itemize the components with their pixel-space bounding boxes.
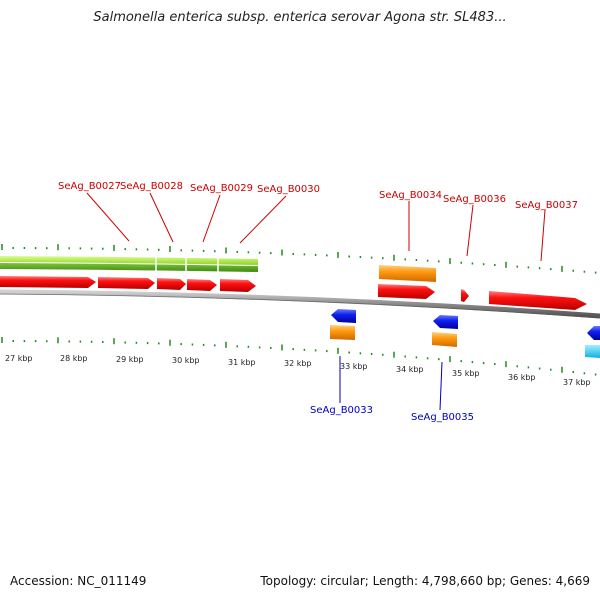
- gene-arrow-b0036: [461, 289, 469, 302]
- scale-label-30: 30 kbp: [172, 356, 200, 365]
- gene-arrow-b0029-b: [187, 279, 217, 291]
- scale-label-34: 34 kbp: [396, 365, 424, 374]
- gene-arrow-edge: [587, 326, 600, 340]
- lower-tick-marks: [1, 337, 597, 376]
- gene-arrow-b0037: [489, 291, 587, 310]
- genome-backbone: [0, 289, 600, 319]
- upper-tick-marks: [1, 244, 597, 274]
- genome-summary: Topology: circular; Length: 4,798,660 bp…: [260, 574, 590, 588]
- reverse-gene-arrows: [331, 309, 600, 340]
- cyan-feature: [585, 345, 600, 358]
- green-coverage-track: [0, 255, 258, 274]
- scale-label-28: 28 kbp: [60, 354, 88, 363]
- scale-label-29: 29 kbp: [116, 355, 144, 364]
- gene-arrow-b0034: [378, 284, 435, 299]
- gene-label-b0037[interactable]: SeAg_B0037: [515, 200, 578, 211]
- gene-callout-lines-lower: [339, 356, 443, 411]
- gene-label-b0029[interactable]: SeAg_B0029: [190, 183, 253, 194]
- scale-label-27: 27 kbp: [5, 354, 33, 363]
- gene-label-b0030[interactable]: SeAg_B0030: [257, 184, 320, 195]
- scale-labels: 27 kbp 28 kbp 29 kbp 30 kbp 31 kbp 32 kb…: [5, 354, 591, 387]
- forward-gene-arrows: [0, 276, 587, 310]
- gene-label-b0033[interactable]: SeAg_B0033: [310, 405, 373, 416]
- scale-label-36: 36 kbp: [508, 373, 536, 382]
- scale-label-32: 32 kbp: [284, 359, 312, 368]
- gene-arrow-b0035: [433, 315, 458, 329]
- gene-label-b0028[interactable]: SeAg_B0028: [120, 181, 183, 192]
- gene-arrow-b0029-a: [157, 278, 186, 290]
- gene-label-b0027[interactable]: SeAg_B0027: [58, 181, 121, 192]
- gene-label-b0034[interactable]: SeAg_B0034: [379, 190, 442, 201]
- scale-label-33: 33 kbp: [340, 362, 368, 371]
- accession-label: Accession: NC_011149: [10, 574, 147, 588]
- scale-label-37: 37 kbp: [563, 378, 591, 387]
- scale-label-31: 31 kbp: [228, 358, 256, 367]
- scale-label-35: 35 kbp: [452, 369, 480, 378]
- gene-label-b0035[interactable]: SeAg_B0035: [411, 412, 474, 423]
- gene-arrow-b0027-region: [0, 276, 96, 288]
- gene-label-b0036[interactable]: SeAg_B0036: [443, 194, 506, 205]
- gene-callout-lines: [86, 192, 546, 262]
- gene-arrow-b0030: [220, 279, 256, 292]
- genome-title: Salmonella enterica subsp. enterica sero…: [93, 10, 507, 25]
- upper-gene-labels: SeAg_B0027 SeAg_B0028 SeAg_B0029 SeAg_B0…: [58, 181, 578, 211]
- lower-gene-labels: SeAg_B0033 SeAg_B0035: [310, 405, 474, 423]
- gene-arrow-b0033: [331, 309, 356, 323]
- orange-features: [330, 265, 457, 347]
- gene-arrow-b0028: [98, 277, 155, 289]
